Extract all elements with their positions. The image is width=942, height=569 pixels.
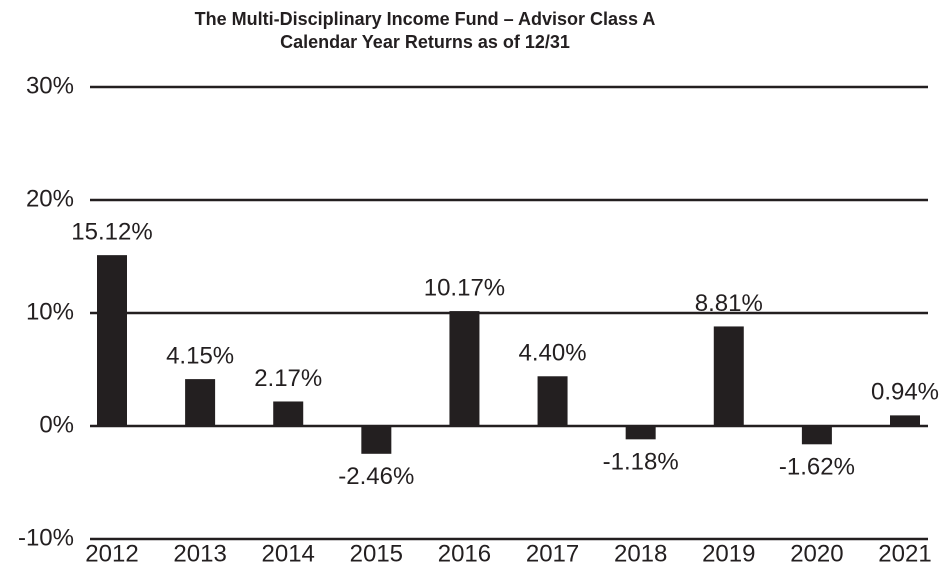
x-tick-label: 2014 — [262, 540, 315, 567]
value-label: 0.94% — [871, 379, 939, 406]
bar — [801, 426, 832, 445]
chart-title: The Multi-Disciplinary Income Fund – Adv… — [195, 9, 656, 29]
x-tick-label: 2013 — [173, 540, 226, 567]
value-label: -1.18% — [603, 449, 679, 476]
value-label: 2.17% — [254, 365, 322, 392]
y-tick-label: 10% — [26, 298, 74, 325]
value-label: 8.81% — [695, 290, 763, 317]
x-tick-label: 2016 — [438, 540, 491, 567]
value-label: -1.62% — [779, 454, 855, 481]
x-tick-label: 2019 — [702, 540, 755, 567]
x-tick-label: 2018 — [614, 540, 667, 567]
bar — [185, 379, 216, 426]
value-label: 15.12% — [71, 218, 152, 245]
y-tick-label: 20% — [26, 185, 74, 212]
chart-subtitle: Calendar Year Returns as of 12/31 — [280, 32, 570, 52]
bar — [537, 376, 568, 426]
bar — [449, 311, 480, 426]
x-tick-label: 2012 — [85, 540, 138, 567]
y-tick-label: 30% — [26, 72, 74, 99]
bar — [273, 401, 304, 426]
y-tick-label: 0% — [39, 411, 74, 438]
bar — [713, 326, 744, 426]
x-tick-label: 2015 — [350, 540, 403, 567]
x-tick-label: 2021 — [878, 540, 931, 567]
x-tick-label: 2020 — [790, 540, 843, 567]
value-label: 10.17% — [424, 274, 505, 301]
bar — [361, 426, 392, 454]
bar — [97, 255, 127, 426]
bar — [890, 415, 920, 426]
x-tick-label: 2017 — [526, 540, 579, 567]
value-label: -2.46% — [338, 463, 414, 490]
value-label: 4.40% — [519, 340, 587, 367]
value-label: 4.15% — [166, 342, 234, 369]
bar — [625, 426, 656, 440]
y-tick-label: -10% — [18, 524, 74, 551]
